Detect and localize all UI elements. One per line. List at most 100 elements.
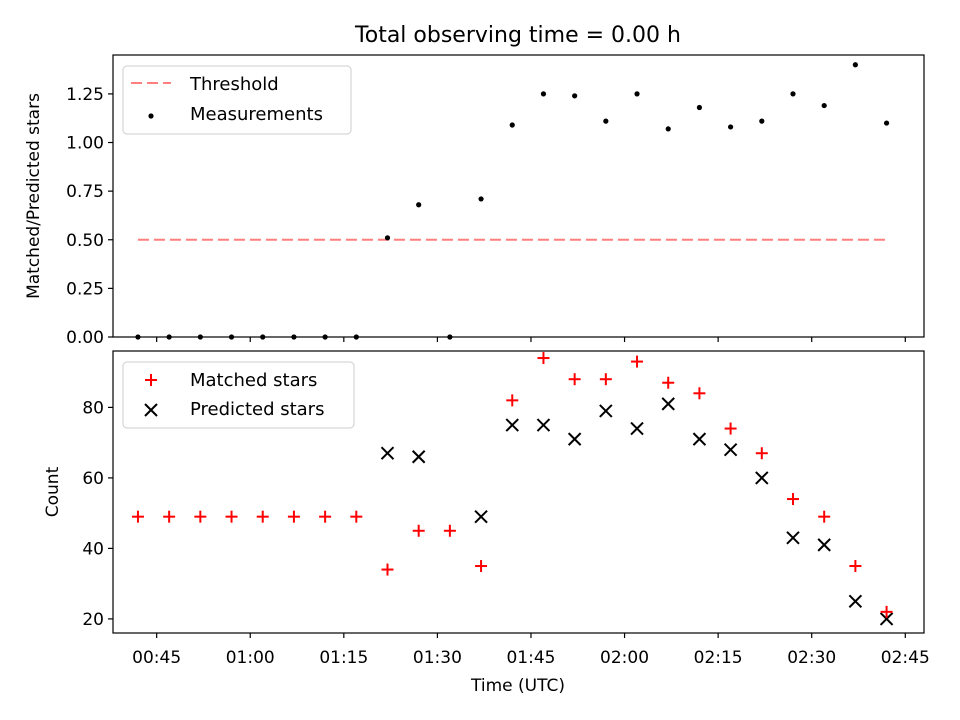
predicted-star-point [692, 432, 707, 446]
matched-star-point [225, 510, 238, 523]
measurement-point [759, 118, 765, 124]
predicted-star-point [879, 612, 894, 626]
measurement-point [728, 124, 734, 130]
predicted-star-point [755, 471, 769, 485]
matched-star-point [319, 510, 332, 523]
predicted-star-point [723, 442, 738, 457]
predicted-star-point [848, 594, 863, 608]
matched-star-point [443, 524, 456, 537]
x-tick-label: 01:00 [226, 648, 275, 668]
x-axis-label: Time (UTC) [470, 676, 565, 696]
top-y-tick-label: 1.00 [66, 134, 104, 154]
matched-star-point [755, 447, 768, 460]
predicted-star-point-b [879, 612, 894, 626]
matched-star-point [631, 355, 644, 368]
predicted-star-point [786, 531, 800, 545]
matched-star-point [693, 387, 706, 400]
bottom-plot-frame [112, 350, 925, 634]
predicted-star-point [474, 509, 488, 524]
measurement-point [821, 102, 827, 109]
predicted-star-point [411, 450, 426, 464]
predicted-stars-points [380, 397, 894, 626]
top-legend: Threshold Measurements [122, 65, 352, 135]
bottom-y-tick-label: 80 [82, 398, 104, 418]
measurement-point [291, 334, 297, 340]
measurement-point [416, 202, 422, 208]
matched-star-point [724, 422, 737, 435]
top-y-ticks: 0.00 0.25 0.50 0.75 1.00 1.25 [66, 85, 113, 348]
matched-star-point [381, 563, 394, 576]
bottom-y-axis-label: Count [43, 466, 63, 517]
measurement-point [696, 104, 703, 111]
legend-predicted-label: Predicted stars [190, 399, 324, 420]
x-tick-label: 01:30 [413, 648, 462, 668]
legend-matched-swatch [145, 374, 157, 386]
top-y-tick-label: 0.75 [66, 182, 104, 202]
predicted-star-point-b [599, 404, 613, 418]
bottom-y-tick-label: 60 [82, 469, 104, 489]
top-legend-box [122, 65, 352, 135]
bottom-y-tick-label: 20 [82, 610, 104, 630]
matched-star-point [506, 394, 519, 407]
top-x-ticks [156, 337, 906, 342]
measurement-point [353, 334, 359, 340]
matched-star-point [662, 376, 675, 389]
bottom-y-ticks: 20 40 60 80 [82, 398, 113, 630]
predicted-star-point-b [692, 432, 707, 446]
predicted-star-point [505, 418, 519, 432]
matched-star-point [287, 510, 300, 523]
x-tick-label: 01:15 [319, 648, 368, 668]
matched-star-point [849, 560, 862, 573]
matched-stars-points [131, 352, 893, 618]
predicted-star-point-b [786, 531, 800, 545]
top-plot-frame [112, 54, 925, 338]
top-y-axis-label: Matched/Predicted stars [24, 93, 44, 299]
matched-star-point [350, 510, 363, 523]
legend-predicted-swatch [144, 403, 158, 417]
x-tick-label: 02:00 [600, 648, 649, 668]
measurement-point [322, 334, 328, 340]
matched-star-point [599, 373, 612, 386]
measurement-point [197, 334, 203, 340]
predicted-star-point-b [723, 442, 738, 457]
measurement-point [852, 62, 858, 68]
x-tick-label: 01:45 [506, 648, 555, 668]
measurement-point [665, 126, 671, 132]
predicted-star-point-b [661, 397, 675, 411]
top-y-tick-label: 0.00 [66, 328, 104, 348]
legend-predicted-marker [144, 403, 158, 417]
x-tick-label: 02:30 [787, 648, 836, 668]
measurement-point [135, 334, 141, 340]
predicted-star-point-b [380, 446, 395, 460]
measurement-point [509, 122, 515, 128]
x-tick-label: 02:15 [694, 648, 743, 668]
predicted-star-point-b [567, 432, 582, 446]
bottom-legend-box [122, 361, 355, 429]
predicted-star-point [536, 418, 551, 432]
bottom-y-tick-label: 40 [82, 539, 104, 559]
predicted-star-point-b [536, 418, 551, 432]
measurement-point [572, 93, 578, 99]
top-y-tick-label: 1.25 [66, 85, 104, 105]
matched-star-point [537, 352, 550, 365]
measurement-point [478, 196, 484, 202]
measurement-points [135, 62, 890, 340]
matched-star-point [163, 510, 176, 523]
predicted-star-point-b [630, 421, 644, 436]
x-tick-label: 02:45 [881, 648, 930, 668]
measurement-point [384, 235, 391, 241]
bottom-legend: Matched stars Predicted stars [122, 361, 355, 429]
measurement-point [447, 334, 453, 340]
matched-star-point [131, 510, 144, 523]
predicted-star-point [817, 538, 831, 552]
legend-matched-marker [145, 374, 157, 386]
measurement-point [603, 118, 609, 124]
measurement-point [883, 120, 890, 126]
predicted-star-point [630, 421, 644, 436]
matched-star-point [786, 493, 799, 506]
legend-predicted-marker-b [144, 403, 158, 417]
legend-measurements-label: Measurements [190, 104, 323, 125]
measurement-point [790, 91, 796, 97]
matched-star-point [818, 510, 831, 523]
